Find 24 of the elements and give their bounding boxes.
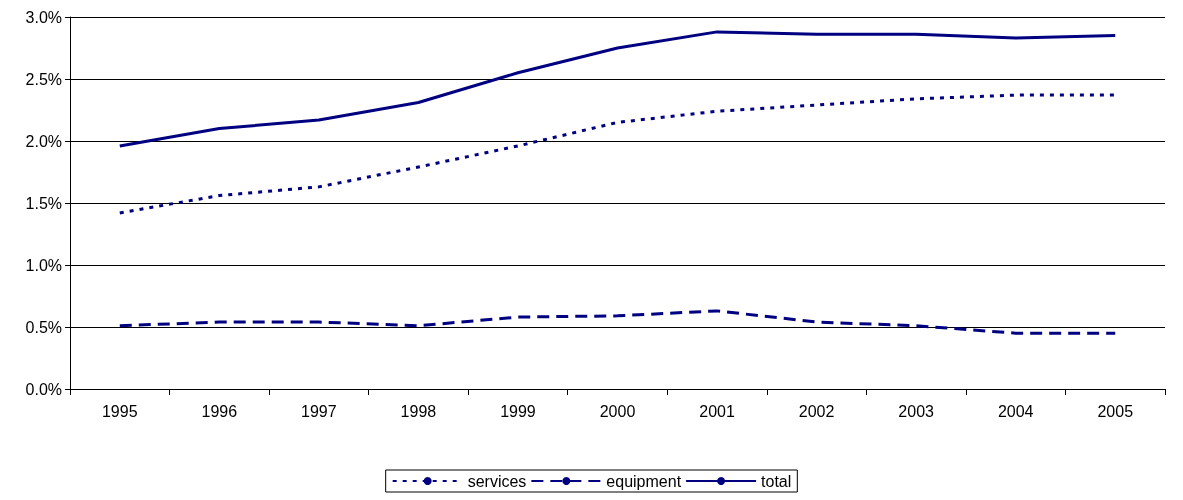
- x-tick-label: 2001: [699, 402, 735, 420]
- legend-label: equipment: [606, 472, 682, 490]
- legend-label: total: [761, 472, 792, 490]
- line-series: [118, 309, 1117, 335]
- x-tick-label: 2003: [898, 402, 935, 420]
- y-tick-label: 2.0%: [25, 132, 62, 150]
- x-tick-label: 1999: [500, 402, 536, 420]
- x-tick-label: 1995: [101, 402, 138, 420]
- x-tick-label: 2005: [1097, 402, 1134, 420]
- y-tick-label: 0.5%: [25, 318, 62, 336]
- x-tick-label: 1997: [301, 402, 337, 420]
- line-series: [118, 30, 1117, 148]
- y-tick-label: 3.0%: [25, 8, 62, 26]
- legend-label: services: [467, 472, 527, 490]
- y-tick-label: 0.0%: [25, 380, 62, 398]
- x-tick-label: 2004: [997, 402, 1034, 420]
- x-tick-label: 1998: [400, 402, 437, 420]
- x-tick-label: 2002: [798, 402, 835, 420]
- y-tick-label: 2.5%: [25, 70, 62, 88]
- y-tick-label: 1.5%: [25, 194, 62, 212]
- x-tick-label: 2000: [599, 402, 636, 420]
- y-tick-label: 1.0%: [25, 256, 62, 274]
- x-tick-label: 1996: [201, 402, 238, 420]
- line-series: [118, 93, 1117, 215]
